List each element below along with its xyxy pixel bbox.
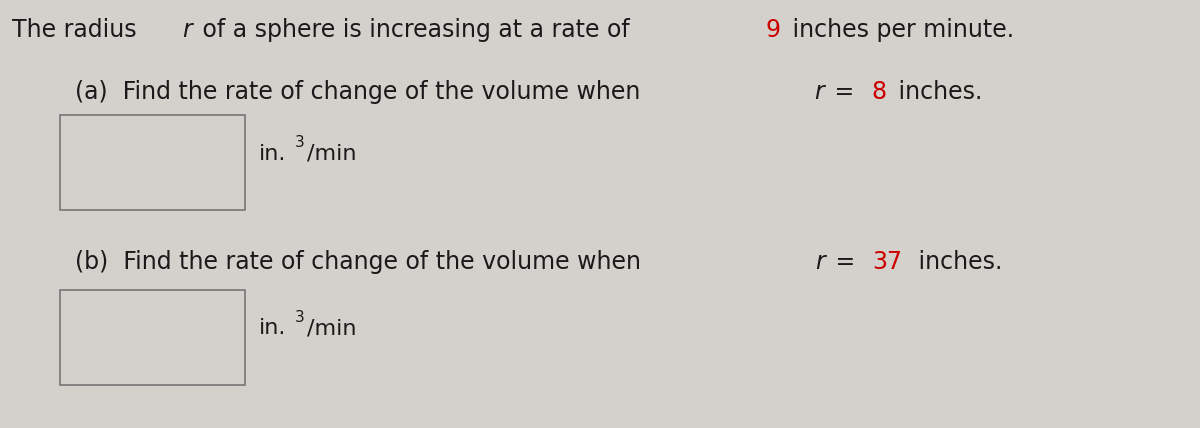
Text: /min: /min	[307, 318, 356, 339]
Text: r: r	[182, 18, 192, 42]
Text: in.: in.	[259, 318, 287, 339]
Bar	[60, 290, 245, 385]
Text: r: r	[815, 250, 824, 274]
Text: The radius: The radius	[12, 18, 144, 42]
Text: 9: 9	[766, 18, 781, 42]
Text: 3: 3	[294, 310, 304, 325]
Text: 37: 37	[872, 250, 902, 274]
Text: of a sphere is increasing at a rate of: of a sphere is increasing at a rate of	[196, 18, 637, 42]
Text: r: r	[814, 80, 824, 104]
Text: (b)  Find the rate of change of the volume when: (b) Find the rate of change of the volum…	[74, 250, 648, 274]
Text: 8: 8	[871, 80, 887, 104]
Text: /min: /min	[307, 143, 356, 163]
Text: 3: 3	[294, 135, 304, 150]
Text: (a)  Find the rate of change of the volume when: (a) Find the rate of change of the volum…	[74, 80, 648, 104]
Text: =: =	[827, 80, 862, 104]
Text: =: =	[828, 250, 863, 274]
Text: inches.: inches.	[911, 250, 1002, 274]
Bar	[60, 115, 245, 210]
Text: inches.: inches.	[892, 80, 983, 104]
Text: inches per minute.: inches per minute.	[785, 18, 1014, 42]
Text: in.: in.	[259, 143, 287, 163]
